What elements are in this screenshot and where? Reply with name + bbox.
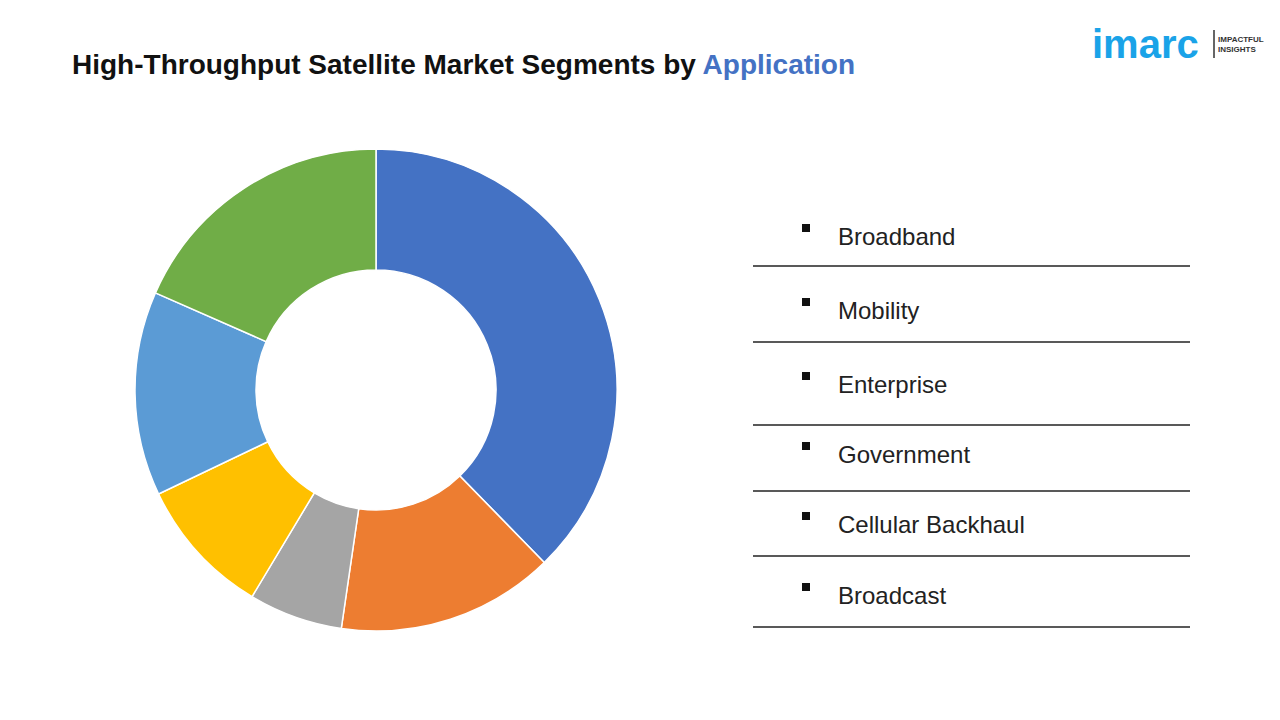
donut bbox=[135, 149, 617, 631]
logo-tagline: IMPACTFUL bbox=[1218, 35, 1264, 44]
slice bbox=[376, 149, 617, 563]
title-highlight: Application bbox=[703, 49, 855, 80]
legend-label: Government bbox=[838, 441, 970, 468]
legend-label: Broadcast bbox=[838, 582, 946, 609]
legend-label: Enterprise bbox=[838, 371, 947, 398]
legend-separator bbox=[753, 424, 1190, 426]
title: High-Throughput Satellite Market Segment… bbox=[72, 49, 855, 80]
legend-separator bbox=[753, 341, 1190, 343]
legend-bullet bbox=[802, 583, 810, 591]
legend-bullet bbox=[802, 442, 810, 450]
logo-divider bbox=[1213, 30, 1215, 58]
legend-separator bbox=[753, 555, 1190, 557]
legend-separator bbox=[753, 626, 1190, 628]
logo-name: imarc bbox=[1092, 22, 1199, 66]
logo-tagline: INSIGHTS bbox=[1218, 45, 1256, 54]
legend-separator bbox=[753, 490, 1190, 492]
title-part: High-Throughput Satellite Market Segment… bbox=[72, 49, 703, 80]
legend-bullet bbox=[802, 224, 810, 232]
slice bbox=[155, 149, 376, 342]
legend: Broadband Mobility Enterprise Government Cel… bbox=[753, 223, 1190, 627]
legend-label: Broadband bbox=[838, 223, 955, 250]
legend-bullet bbox=[802, 298, 810, 306]
legend-label: Mobility bbox=[838, 297, 919, 324]
legend-bullet bbox=[802, 372, 810, 380]
legend-label: Cellular Backhaul bbox=[838, 511, 1025, 538]
slice bbox=[341, 476, 544, 631]
chart: High-Throughput Satellite Market Segment… bbox=[0, 0, 1280, 720]
logo: imarc IMPACTFULINSIGHTS bbox=[1092, 22, 1264, 66]
legend-bullet bbox=[802, 512, 810, 520]
legend-separator bbox=[753, 265, 1190, 267]
